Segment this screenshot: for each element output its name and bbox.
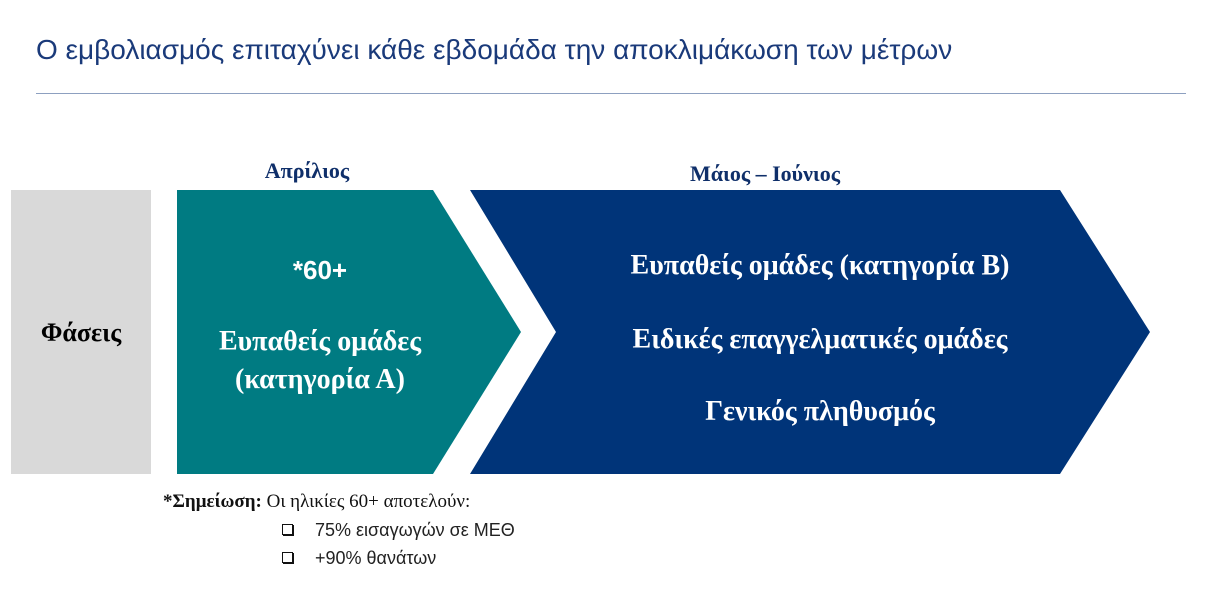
phase-arrow-may-june [470,190,1150,474]
phases-label: Φάσεις [40,318,122,347]
phase-april-line: Ευπαθείς ομάδες [218,326,422,357]
phase-april-line: (κατηγορία Α) [235,364,405,395]
phase-period-april: Απρίλιος [264,158,350,183]
title-divider [36,93,1186,94]
footnote-label: *Σημείωση: [163,491,262,512]
checkbox-bullet-icon [282,524,293,535]
phase-period-may-june: Μάιος – Ιούνιος [689,161,841,186]
footnote-text: Οι ηλικίες 60+ αποτελούν: [266,491,471,512]
checkbox-bullet-icon [282,552,293,563]
bullet-text: 75% εισαγωγών σε ΜΕΘ [315,520,515,540]
footnote: *Σημείωση: Οι ηλικίες 60+ αποτελούν: [163,491,470,513]
slide-title: Ο εμβολιασμός επιταχύνει κάθε εβδομάδα τ… [36,34,953,65]
phase-may-june-line: Ευπαθείς ομάδες (κατηγορία Β) [630,250,1010,281]
phase-may-june-line: Ειδικές επαγγελματικές ομάδες [632,324,1008,355]
phase-arrow-april [177,190,521,474]
footnote-bullet: 75% εισαγωγών σε ΜΕΘ [282,520,515,541]
bullet-text: +90% θανάτων [315,548,437,568]
phase-may-june-line: Γενικός πληθυσμός [705,396,935,427]
phases-label-box [11,190,151,474]
footnote-bullet: +90% θανάτων [282,548,436,569]
phase-april-line: *60+ [292,255,348,285]
